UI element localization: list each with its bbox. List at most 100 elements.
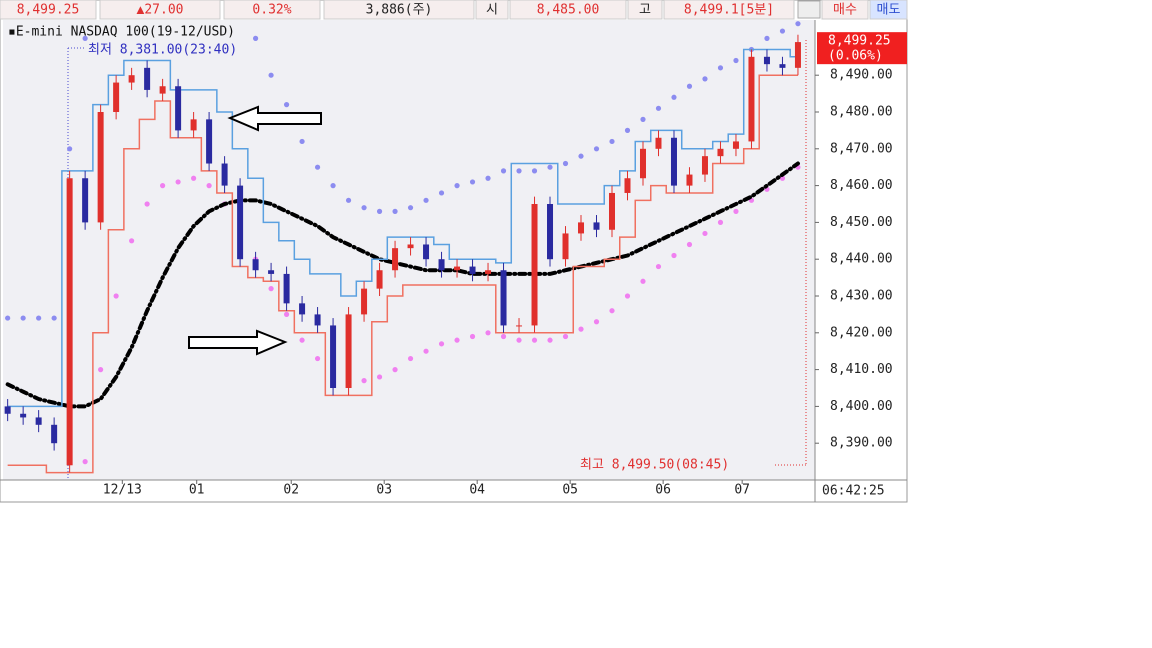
header-text: 매수	[833, 3, 857, 18]
candle-body	[35, 417, 42, 425]
band-dot	[531, 337, 538, 343]
candle-body	[376, 270, 383, 289]
band-dot	[640, 278, 646, 284]
candle-body	[283, 273, 290, 304]
y-tick-label: 8,460.00	[830, 178, 893, 193]
band-dot	[206, 183, 212, 189]
header: 8,499.25 ▲27.00 0.32% 3,886(주) 시 8,485.00 고 8,4…	[0, 0, 908, 20]
band-dot	[500, 333, 507, 340]
candle-body	[423, 244, 430, 260]
band-dot	[516, 337, 522, 343]
band-dot	[531, 168, 538, 174]
candle-body	[268, 270, 275, 274]
band-dot	[702, 230, 708, 237]
band-dot	[795, 21, 801, 27]
band-dot	[624, 127, 631, 133]
high-annotation: 최고 8,499.50(08:45)	[580, 458, 729, 473]
header-cell	[509, 0, 627, 20]
candle-body	[779, 64, 786, 68]
candle-body	[748, 56, 755, 142]
candle-body	[4, 406, 11, 414]
band-dot	[345, 197, 352, 203]
header-cell	[627, 0, 663, 20]
header-cell	[0, 0, 97, 20]
candle-body	[159, 86, 166, 94]
band-dot	[500, 168, 507, 174]
band-dot	[283, 102, 290, 108]
band-dot	[671, 94, 677, 100]
candle-body	[686, 174, 693, 186]
mid-line	[5, 161, 800, 409]
y-tick-label: 8,490.00	[830, 68, 893, 83]
band-dot	[717, 219, 724, 225]
band-dot	[67, 146, 73, 152]
band-dot	[392, 208, 398, 214]
band-dot	[655, 263, 662, 270]
low-annotation: 최저 8,381.00(23:40)	[88, 43, 237, 58]
candle-body	[732, 141, 739, 149]
candle-body	[221, 163, 228, 186]
band-dot	[640, 116, 646, 122]
candle-body	[128, 75, 135, 83]
band-dot	[129, 238, 135, 244]
x-tick-label: 03	[376, 483, 392, 498]
band-dot	[191, 175, 197, 181]
x-tick-label: 04	[469, 483, 485, 498]
band-dot	[423, 348, 429, 354]
header-text: 8,499.25	[17, 3, 80, 18]
candle-body	[345, 314, 352, 388]
band-dot	[454, 183, 460, 189]
x-tick-label: 02	[283, 483, 299, 498]
candle-body	[485, 270, 492, 274]
band-dot	[407, 355, 414, 362]
band-dot	[144, 201, 150, 207]
y-tick-label: 8,400.00	[830, 399, 893, 414]
y-tick-label: 8,390.00	[830, 436, 893, 451]
candle-body	[578, 222, 585, 234]
band-dot	[764, 35, 770, 42]
band-dot	[671, 252, 677, 259]
header-cell	[223, 0, 321, 20]
candle-body	[794, 42, 801, 68]
candle-body	[454, 266, 461, 271]
band-dot	[609, 308, 615, 314]
arrow-right	[188, 329, 288, 356]
header-cell	[663, 0, 795, 20]
band-dot	[252, 35, 259, 42]
candle-body	[190, 119, 197, 131]
clock: 06:42:25	[822, 484, 885, 499]
header-text: 시	[486, 3, 498, 18]
band-dot	[407, 205, 414, 211]
band-dot	[578, 326, 584, 332]
band-dot	[330, 183, 336, 189]
header-text: 8,499.1[5분]	[684, 3, 774, 18]
band-dot	[655, 105, 662, 111]
x-tick-label: 05	[562, 483, 578, 498]
axes: 8,390.00 8,400.00 8,410.00 8,420.00 8,430.00…	[103, 32, 907, 498]
band-dot	[578, 153, 584, 159]
band-dot	[686, 241, 693, 248]
candle-body	[624, 178, 631, 193]
price-tag-change: (0.06%)	[828, 49, 883, 64]
x-tick-label: 07	[734, 483, 750, 498]
band-dot	[299, 337, 305, 343]
band-dot	[609, 138, 615, 145]
candle-body	[547, 204, 554, 260]
candle-body	[438, 259, 445, 271]
candle-body	[51, 424, 58, 444]
y-tick-label: 8,450.00	[830, 215, 893, 230]
band-dot	[717, 65, 724, 71]
price-tag-label: 8,499.25	[828, 34, 891, 49]
candle-body	[500, 270, 507, 326]
band-dot	[376, 208, 383, 214]
header-cell	[99, 0, 221, 20]
candle-body	[531, 204, 538, 326]
candle-body	[361, 288, 368, 315]
band-dot	[469, 333, 476, 340]
band-dot	[779, 28, 786, 34]
candle-body	[516, 325, 523, 327]
arrow-left	[227, 105, 322, 132]
candle-body	[639, 148, 646, 179]
candle-body	[469, 266, 476, 274]
